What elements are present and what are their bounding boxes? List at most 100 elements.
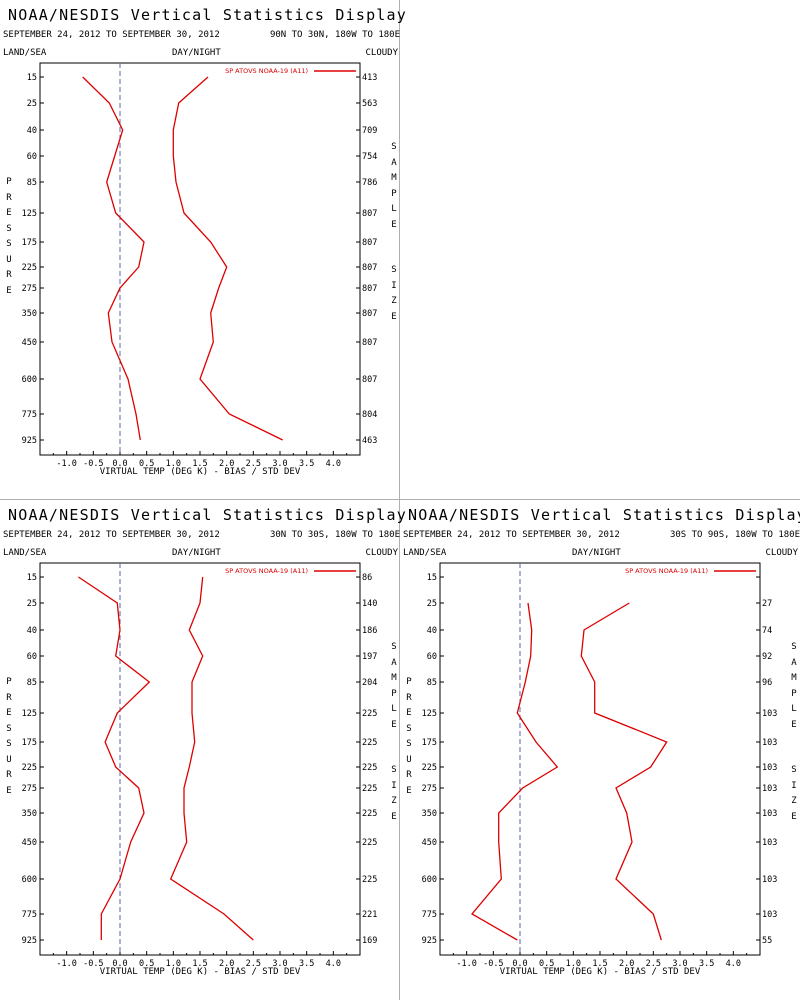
pressure-level-label: 450 <box>422 838 437 848</box>
sample-size-label: 807 <box>362 238 377 248</box>
pressure-level-label: 600 <box>22 375 37 385</box>
sample-size-label: 225 <box>362 709 377 719</box>
size-label: S I Z E <box>791 765 797 822</box>
chart-panel-1: NOAA/NESDIS Vertical Statistics Display S… <box>0 0 406 500</box>
cloudy-label: CLOUDY <box>365 48 398 58</box>
cloudy-label: CLOUDY <box>765 548 798 558</box>
sample-size-label: 807 <box>362 375 377 385</box>
x-tick-label: 1.0 <box>166 959 181 969</box>
pressure-level-label: 25 <box>27 99 37 109</box>
pressure-level-label: 775 <box>22 910 37 920</box>
sample-size-label: 55 <box>762 936 772 946</box>
chart-svg: -1.0 -0.5 0.0 0.5 1.0 1.5 2.0 2.5 3.0 3.5 4.0 15 86 2… <box>22 562 377 969</box>
date-range: SEPTEMBER 24, 2012 TO SEPTEMBER 30, 2012 <box>3 30 220 40</box>
chart-svg: -1.0 -0.5 0.0 0.5 1.0 1.5 2.0 2.5 3.0 3.5 4.0 15 413… <box>22 62 377 469</box>
x-tick-label: 2.5 <box>246 959 261 969</box>
sample-size-label: 103 <box>762 910 777 920</box>
land-sea-label: LAND/SEA <box>3 548 47 558</box>
sample-size-label: 103 <box>762 838 777 848</box>
chart-svg: -1.0 -0.5 0.0 0.5 1.0 1.5 2.0 2.5 3.0 3.5 4.0 15 25 2… <box>422 562 777 969</box>
x-tick-label: 3.0 <box>272 959 287 969</box>
sample-size-label: 225 <box>362 738 377 748</box>
sample-size-label: 807 <box>362 263 377 273</box>
x-tick-label: 2.0 <box>219 959 234 969</box>
pressure-level-label: 225 <box>422 763 437 773</box>
sample-size-label: 204 <box>362 678 377 688</box>
sample-size-label: 225 <box>362 763 377 773</box>
x-tick-label: 0.0 <box>112 459 127 469</box>
pressure-level-label: 225 <box>22 763 37 773</box>
sample-size-label: 103 <box>762 784 777 794</box>
sample-size-label: 74 <box>762 626 772 636</box>
y-axis-label: P R E S S U R E <box>6 177 12 296</box>
region-label: 90N TO 30N, 180W TO 180E <box>269 30 400 40</box>
x-tick-label: 3.0 <box>272 459 287 469</box>
pressure-level-label: 775 <box>422 910 437 920</box>
x-tick-label: 2.5 <box>246 459 261 469</box>
pressure-level-label: 40 <box>427 626 437 636</box>
pressure-level-label: 175 <box>422 738 437 748</box>
pressure-level-label: 15 <box>27 573 37 583</box>
sample-size-label: 807 <box>362 209 377 219</box>
x-tick-label: 4.0 <box>726 959 741 969</box>
bias-series-line <box>82 76 145 441</box>
x-tick-label: 4.0 <box>326 459 341 469</box>
pressure-level-label: 600 <box>422 875 437 885</box>
sample-size-label: 225 <box>362 784 377 794</box>
pressure-level-label: 925 <box>22 936 37 946</box>
pressure-level-label: 350 <box>22 809 37 819</box>
pressure-level-label: 40 <box>27 626 37 636</box>
day-night-label: DAY/NIGHT <box>172 548 221 558</box>
pressure-level-label: 275 <box>22 784 37 794</box>
day-night-label: DAY/NIGHT <box>572 548 621 558</box>
sample-size-label: 86 <box>362 573 372 583</box>
region-label: 30S TO 90S, 180W TO 180E <box>669 530 800 540</box>
plot-frame <box>39 62 361 456</box>
pressure-level-label: 175 <box>22 238 37 248</box>
sample-size-label: 807 <box>362 338 377 348</box>
x-tick-label: 0.5 <box>139 459 154 469</box>
sample-size-label: 96 <box>762 678 772 688</box>
pressure-level-label: 25 <box>27 599 37 609</box>
pressure-level-label: 125 <box>22 209 37 219</box>
x-tick-label: 1.0 <box>566 959 581 969</box>
pressure-level-label: 275 <box>422 784 437 794</box>
pressure-level-label: 925 <box>422 936 437 946</box>
sample-label: S A M P L E <box>791 642 797 730</box>
legend-label: SP ATOVS NOAA-19 (A11) <box>225 567 308 575</box>
sample-size-label: 804 <box>362 410 377 420</box>
x-tick-label: 3.0 <box>672 959 687 969</box>
std_dev-series-line <box>580 602 668 941</box>
x-tick-label: 3.5 <box>699 959 714 969</box>
sample-size-label: 169 <box>362 936 377 946</box>
plot-frame <box>39 562 361 956</box>
x-tick-label: -1.0 <box>56 959 76 969</box>
x-tick-label: 3.5 <box>299 459 314 469</box>
pressure-level-label: 450 <box>22 338 37 348</box>
x-tick-label: 3.5 <box>299 959 314 969</box>
pressure-level-label: 85 <box>427 678 437 688</box>
sample-size-label: 807 <box>362 309 377 319</box>
pressure-level-label: 275 <box>22 284 37 294</box>
x-tick-label: 1.0 <box>166 459 181 469</box>
x-tick-label: 0.0 <box>512 959 527 969</box>
sample-size-label: 103 <box>762 738 777 748</box>
sample-size-label: 103 <box>762 763 777 773</box>
pressure-level-label: 40 <box>27 126 37 136</box>
x-tick-label: 2.0 <box>619 959 634 969</box>
std_dev-series-line <box>169 576 254 941</box>
date-range: SEPTEMBER 24, 2012 TO SEPTEMBER 30, 2012 <box>3 530 220 540</box>
pressure-level-label: 85 <box>27 178 37 188</box>
x-tick-label: 1.5 <box>192 459 207 469</box>
sample-size-label: 754 <box>362 152 377 162</box>
x-tick-label: 2.0 <box>219 459 234 469</box>
sample-size-label: 709 <box>362 126 377 136</box>
sample-size-label: 413 <box>362 73 377 83</box>
sample-size-label: 463 <box>362 436 377 446</box>
sample-size-label: 186 <box>362 626 377 636</box>
horizontal-divider <box>0 499 800 500</box>
sample-label: S A M P L E <box>391 642 397 730</box>
sample-size-label: 103 <box>762 875 777 885</box>
sample-label: S A M P L E <box>391 142 397 230</box>
plot-frame <box>439 562 761 956</box>
